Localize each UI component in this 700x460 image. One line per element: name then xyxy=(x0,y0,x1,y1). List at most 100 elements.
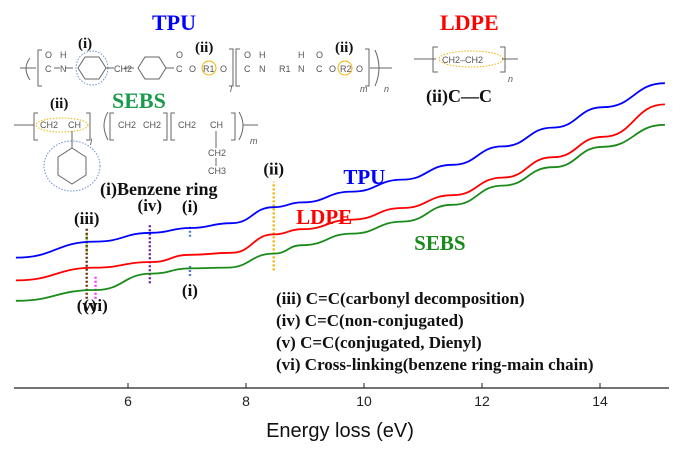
atom: C xyxy=(244,64,251,74)
tpu-outer-paren-left xyxy=(25,57,31,81)
atom: H xyxy=(60,50,67,60)
ldpe-structure-title: LDPE xyxy=(440,10,499,35)
tpu-atoms: O C H N CH2 O C O R1 O O C H N R1 H N O … xyxy=(45,50,389,94)
sebs-bracket xyxy=(86,112,91,141)
legend-note: (iii) C=C(carbonyl decomposition) xyxy=(276,289,525,308)
atom: CH2 xyxy=(118,120,136,130)
atom: H xyxy=(298,50,305,60)
subscript: n xyxy=(508,74,513,84)
chemical-structures: TPU (i) (ii) (ii) O C H xyxy=(14,10,518,200)
sebs-structure-title: SEBS xyxy=(112,88,166,113)
legend-note: (vi) Cross-linking(benzene ring-main cha… xyxy=(276,355,594,374)
atom: O xyxy=(220,64,227,74)
atom: R1 xyxy=(279,64,291,74)
series-label-ldpe: LDPE xyxy=(296,205,352,229)
tpu-r2-highlight xyxy=(337,60,353,76)
subscript: m xyxy=(360,84,368,94)
x-ticks: 6 8 10 12 14 xyxy=(124,383,608,409)
tpu-label-i: (i) xyxy=(78,36,92,52)
tpu-r1-highlight xyxy=(201,60,217,76)
atom: CH xyxy=(210,120,223,130)
tpu-bracket-right-l xyxy=(229,48,234,87)
annotation-label: (iii) xyxy=(74,209,100,228)
sebs-bracket xyxy=(163,112,168,141)
atom: CH xyxy=(68,120,81,130)
series-line-sebs xyxy=(15,123,665,302)
series-labels: TPU LDPE SEBS xyxy=(296,165,465,255)
atom: N xyxy=(259,64,266,74)
tpu-benzene-1 xyxy=(77,56,107,80)
annotation-label: (i) xyxy=(182,281,198,300)
tpu-benzene-highlight xyxy=(75,50,109,86)
atom: O xyxy=(176,50,183,60)
annotation-label: (v) xyxy=(77,296,97,315)
tpu-structure-title: TPU xyxy=(152,10,196,35)
ldpe-unit: CH2–CH2 xyxy=(442,55,483,65)
x-tick-label: 8 xyxy=(242,393,250,409)
atom: CH2 xyxy=(40,120,58,130)
tpu-bracket-right-m xyxy=(365,48,370,87)
series-label-sebs: SEBS xyxy=(414,231,465,255)
atom: C xyxy=(316,64,323,74)
atom: O xyxy=(244,50,251,60)
benzene-ring-label: (i)Benzene ring xyxy=(100,179,217,200)
sebs-benzene xyxy=(57,147,87,185)
subscript: n xyxy=(384,84,389,94)
atom: O xyxy=(329,64,336,74)
x-axis-label: Energy loss (eV) xyxy=(266,420,414,442)
subscript: m xyxy=(250,136,258,146)
tpu-bracket-left-m xyxy=(235,48,240,87)
atom: C xyxy=(45,64,52,74)
series-line-ldpe xyxy=(15,103,665,282)
atom: C xyxy=(176,64,183,74)
tpu-bracket-left xyxy=(37,49,42,87)
x-tick-label: 6 xyxy=(124,393,132,409)
sebs-bracket xyxy=(109,112,114,141)
sebs-benzene-highlight xyxy=(43,140,101,192)
sebs-atoms: CH2 CH CH2 CH2 CH2 CH CH2 CH3 l m xyxy=(40,120,258,176)
sebs-label-ii: (ii) xyxy=(50,96,68,112)
tpu-label-ii-2: (ii) xyxy=(335,40,353,56)
atom: O xyxy=(316,50,323,60)
atom: H xyxy=(259,50,266,60)
annotation-label: (i) xyxy=(182,197,198,216)
annotation-label: (vi) xyxy=(83,296,108,315)
legend-notes: (iii) C=C(carbonyl decomposition) (iv) C=… xyxy=(276,289,594,374)
x-tick-label: 12 xyxy=(474,393,490,409)
atom: O xyxy=(189,64,196,74)
atom: N xyxy=(298,64,305,74)
legend-note: (iv) C=C(non-conjugated) xyxy=(276,311,464,330)
sebs-paren xyxy=(103,111,109,141)
sebs-bracket xyxy=(33,112,38,141)
atom: CH3 xyxy=(208,166,226,176)
tpu-benzene-2 xyxy=(137,56,167,80)
sebs-cc-highlight xyxy=(35,117,89,133)
ldpe-skeleton xyxy=(414,46,518,73)
atom: O xyxy=(45,50,52,60)
tpu-label-ii-1: (ii) xyxy=(195,40,213,56)
sebs-paren xyxy=(238,111,244,141)
annotation-label: (ii) xyxy=(263,159,284,178)
plot-area: 6 8 10 12 14 Energy loss (eV) (i) (i) (ii) (iii… xyxy=(14,82,669,442)
atom: N xyxy=(60,64,67,74)
atom: CH2 xyxy=(178,120,196,130)
atom: CH2 xyxy=(114,64,132,74)
annotation-label: (iv) xyxy=(138,196,163,215)
cc-bond-label: (ii)C—C xyxy=(426,86,492,107)
legend-note: (v) C=C(conjugated, Dienyl) xyxy=(276,333,482,352)
x-tick-label: 10 xyxy=(356,393,372,409)
atom: CH2 xyxy=(208,148,226,158)
atom: O xyxy=(356,64,363,74)
atom: R1 xyxy=(203,64,215,74)
subscript: l xyxy=(230,84,233,94)
series-lines xyxy=(15,82,665,302)
sebs-bracket xyxy=(231,112,236,141)
sebs-skeleton xyxy=(14,111,258,192)
subscript: l xyxy=(90,137,93,147)
ldpe-bracket xyxy=(432,46,438,73)
series-line-tpu xyxy=(15,82,665,259)
series-label-tpu: TPU xyxy=(343,165,385,189)
tpu-skeleton xyxy=(20,48,392,87)
atom: CH2 xyxy=(143,120,161,130)
